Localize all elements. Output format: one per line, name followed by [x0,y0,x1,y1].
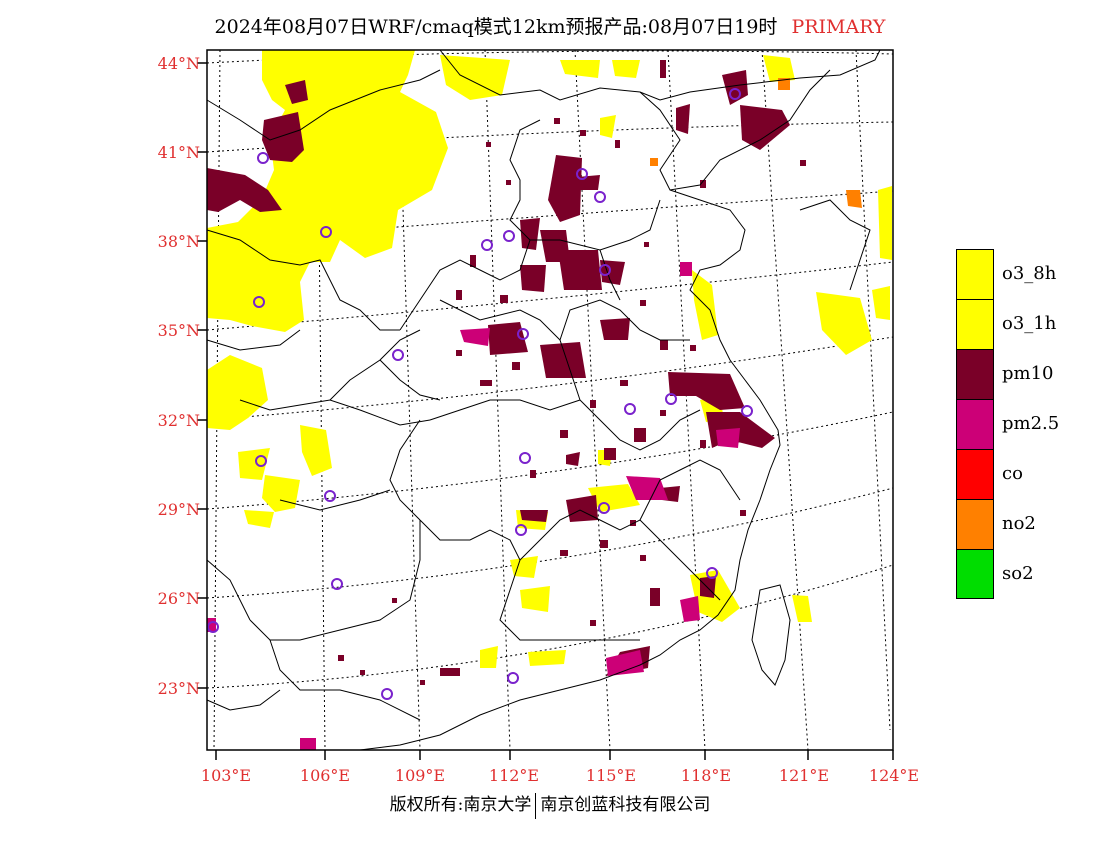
title-tag-primary: PRIMARY [791,16,886,38]
footer-divider [535,792,537,819]
legend-swatch [956,249,994,299]
no2-areas [650,78,862,208]
legend-label: co [1002,463,1023,484]
station-markers [207,88,753,700]
lon-label-124: 124°E [868,766,920,785]
lat-label-32: 32°N [157,411,200,430]
lat-label-23: 23°N [157,679,200,698]
lon-label-115: 115°E [585,766,637,785]
lon-label-106: 106°E [299,766,351,785]
boundaries [206,49,881,751]
pm10-speckles [338,60,806,685]
legend-label: o3_1h [1002,313,1057,334]
title-text: 2024年08月07日WRF/cmaq模式12km预报产品:08月07日19时 [214,16,778,38]
axis-ticks [197,62,894,760]
legend-swatch [956,349,994,399]
map-title: 2024年08月07日WRF/cmaq模式12km预报产品:08月07日19时 P… [0,12,1100,39]
lat-label-26: 26°N [157,589,200,608]
legend-label: so2 [1002,563,1034,584]
lat-label-35: 35°N [157,321,200,340]
legend-swatch [956,399,994,449]
lat-label-29: 29°N [157,500,200,519]
map-frame [206,49,894,751]
pm25-areas [207,262,740,750]
lon-label-121: 121°E [778,766,830,785]
legend-label: pm2.5 [1002,413,1060,434]
legend-swatch [956,499,994,549]
legend-swatch [956,299,994,349]
lon-label-109: 109°E [394,766,446,785]
lat-label-41: 41°N [157,143,200,162]
lat-label-44: 44°N [157,54,200,73]
legend-label: pm10 [1002,363,1054,384]
o3-areas [207,50,892,668]
lon-label-103: 103°E [200,766,252,785]
copyright-owner: 版权所有:南京大学 [389,795,532,815]
legend-swatch [956,549,994,599]
legend-label: no2 [1002,513,1036,534]
lat-label-38: 38°N [157,232,200,251]
lon-label-118: 118°E [680,766,732,785]
legend-swatch [956,449,994,499]
legend-label: o3_8h [1002,263,1057,284]
lon-label-112: 112°E [488,766,540,785]
copyright-company: 南京创蓝科技有限公司 [540,795,711,815]
copyright-footer: 版权所有:南京大学 南京创蓝科技有限公司 [0,790,1100,819]
